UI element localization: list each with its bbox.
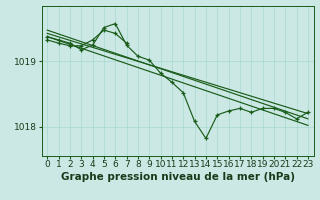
X-axis label: Graphe pression niveau de la mer (hPa): Graphe pression niveau de la mer (hPa) <box>60 172 295 182</box>
